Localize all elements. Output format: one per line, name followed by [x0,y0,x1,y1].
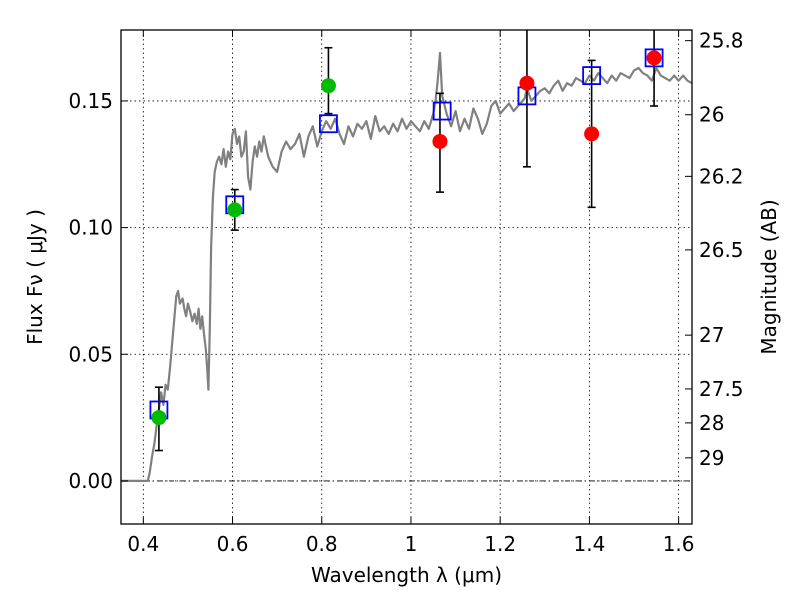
y-tick-label: 0.00 [68,469,113,493]
y-tick-label: 0.10 [68,216,113,240]
magnitude-tick-label: 26.5 [699,238,744,262]
y-axis-label: Flux Fν ( μJy ) [23,209,47,345]
magnitude-axis-label: Magnitude (AB) [757,199,781,354]
magnitude-tick-label: 26 [699,103,724,127]
magnitude-tick-label: 25.8 [699,29,744,53]
y-tick-label: 0.15 [68,89,113,113]
template-flux-marker [432,101,452,121]
measured-flux-marker [519,75,535,91]
grid [121,30,692,524]
magnitude-tick-label: 27.5 [699,377,744,401]
x-tick-label: 1 [405,532,418,556]
template-flux-marker [582,66,602,85]
magnitude-tick-label: 26.2 [699,164,744,188]
spectrum-line [121,51,693,482]
data-markers [149,48,664,426]
axes-frame [120,29,693,525]
x-tick-label: 1.6 [663,532,695,556]
x-tick-label: 0.4 [127,532,159,556]
template-flux-marker [644,48,664,68]
x-tick-label: 1.2 [484,532,516,556]
measured-flux-marker [227,202,243,218]
y-tick-label: 0.05 [68,342,113,366]
x-axis-label: Wavelength λ (μm) [311,563,502,587]
measured-flux-marker [584,126,600,142]
measured-flux-marker [432,133,448,149]
template-flux-marker [319,114,338,134]
x-tick-label: 0.8 [306,532,338,556]
axis-ticks: 0.4 0.6 0.8 1 1.2 1.4 1.6 0.00 0.05 0.10 0.15 25.8 2… [68,29,743,556]
measured-flux-marker [646,50,662,66]
magnitude-tick-label: 27 [699,323,724,347]
magnitude-tick-label: 29 [699,446,724,470]
template-spectrum [121,51,693,482]
x-tick-label: 0.6 [217,532,249,556]
magnitude-tick-label: 28 [699,411,724,435]
measured-flux-marker [320,78,336,94]
measured-flux-marker [151,410,167,426]
x-tick-label: 1.4 [573,532,605,556]
